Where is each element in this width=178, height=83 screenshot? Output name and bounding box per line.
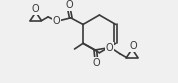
Text: O: O bbox=[106, 43, 113, 53]
Text: O: O bbox=[53, 16, 60, 26]
Text: O: O bbox=[65, 0, 73, 10]
Text: O: O bbox=[32, 4, 40, 14]
Text: O: O bbox=[92, 58, 100, 68]
Text: O: O bbox=[129, 41, 137, 51]
